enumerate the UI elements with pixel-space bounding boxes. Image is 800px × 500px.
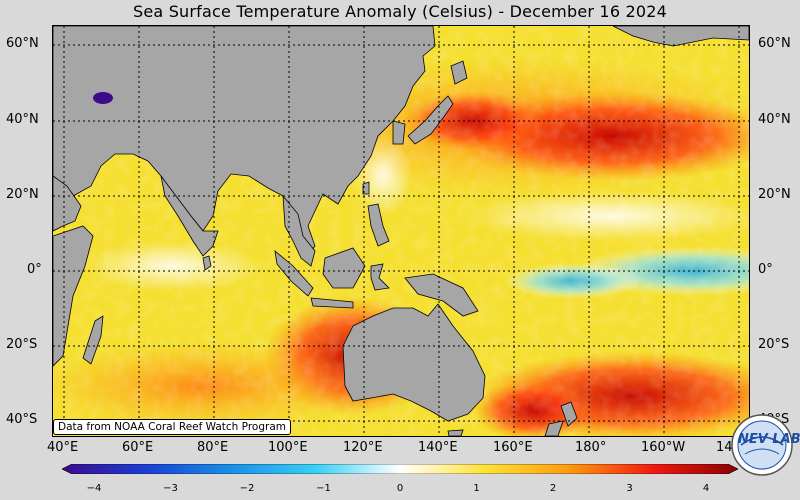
- sst-anomaly-map: [52, 25, 750, 437]
- colorbar-tick-label: −2: [239, 483, 255, 494]
- map-title: Sea Surface Temperature Anomaly (Celsius…: [133, 2, 667, 21]
- colorbar-tick-label: 2: [549, 483, 557, 494]
- lat-label-right-20s: 20°S: [758, 337, 790, 352]
- lon-label-40e: 40°E: [47, 440, 79, 455]
- lat-label-left-60n: 60°N: [6, 36, 39, 51]
- lon-label-80e: 80°E: [197, 440, 229, 455]
- colorbar-tick-label: 1: [473, 483, 480, 494]
- lat-label-right-0: 0°: [758, 262, 773, 277]
- lat-label-right-20n: 20°N: [758, 187, 791, 202]
- lat-label-right-40n: 40°N: [758, 112, 791, 127]
- lon-label-100e: 100°E: [268, 440, 308, 455]
- lon-label-160e: 160°E: [493, 440, 533, 455]
- lon-label-140e: 140°E: [418, 440, 458, 455]
- colorbar-tick-label: 3: [626, 483, 633, 494]
- data-credit: Data from NOAA Coral Reef Watch Program: [53, 419, 291, 435]
- land-masses: [53, 26, 749, 436]
- lon-label-120e: 120°E: [343, 440, 383, 455]
- lon-label-60e: 60°E: [122, 440, 154, 455]
- colorbar-tick-label: −3: [163, 483, 178, 494]
- lab-logo-text: NEV LAB: [738, 432, 800, 447]
- colorbar-tick-label: −1: [316, 483, 331, 494]
- lab-logo-icon: [731, 414, 793, 476]
- colorbar-tick-label: 4: [702, 483, 710, 494]
- map-canvas: [53, 26, 749, 436]
- lon-label-180: 180°: [575, 440, 607, 455]
- caspian-anomaly: [93, 92, 113, 104]
- lon-label-160w: 160°W: [641, 440, 686, 455]
- lat-label-left-20s: 20°S: [6, 337, 38, 352]
- lon-label-140w-partial: 14: [716, 440, 733, 455]
- lat-label-left-40s: 40°S: [6, 412, 38, 427]
- lat-label-left-20n: 20°N: [6, 187, 39, 202]
- lat-label-right-60n: 60°N: [758, 36, 791, 51]
- colorbar-tick-label: 0: [396, 483, 404, 494]
- colorbar-tick-label: −4: [86, 483, 102, 494]
- colorbar: [62, 464, 738, 474]
- lat-label-left-0: 0°: [27, 262, 42, 277]
- lat-label-left-40n: 40°N: [6, 112, 39, 127]
